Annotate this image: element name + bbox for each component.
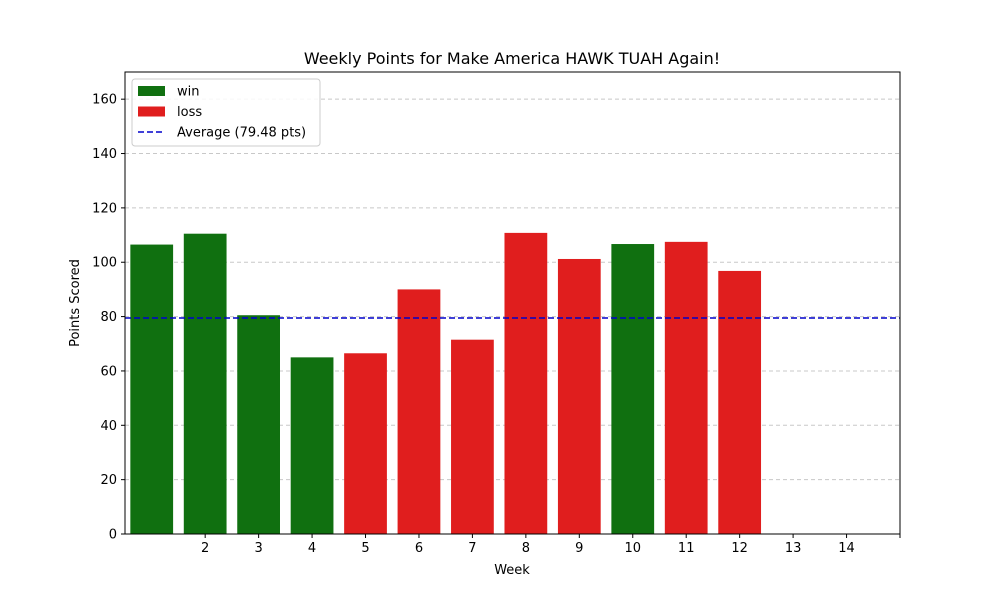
legend-swatch-win [138, 86, 165, 96]
legend-label-average: Average (79.48 pts) [177, 126, 306, 141]
y-tick-label: 0 [109, 528, 117, 543]
x-tick-label: 2 [201, 541, 209, 556]
x-tick-label: 6 [415, 541, 423, 556]
bars [130, 232, 762, 535]
legend-swatch-loss [138, 106, 165, 117]
bar-week-4-win [290, 357, 334, 534]
bar-week-5-loss [344, 353, 387, 534]
x-tick-label: 11 [678, 541, 695, 556]
x-axis-label: Week [494, 563, 530, 578]
legend-box [131, 78, 321, 147]
x-tick-label: 9 [575, 541, 583, 556]
y-tick-label: 20 [100, 473, 117, 488]
bar-week-9-loss [557, 258, 601, 534]
x-tick-label: 10 [624, 541, 641, 556]
legend: win loss Average (79.48 pts) [131, 78, 321, 147]
x-tick-label: 7 [468, 541, 476, 556]
bar-week-6-loss [397, 289, 441, 534]
y-tick-label: 160 [92, 93, 117, 108]
bar-week-2-win [183, 233, 227, 534]
x-tick-label: 3 [254, 541, 262, 556]
bar-week-12-loss [718, 270, 762, 534]
x-tick-label: 14 [838, 541, 855, 556]
bar-week-1-win [130, 244, 174, 534]
y-axis-label: Points Scored [68, 259, 83, 347]
bar-week-7-loss [451, 339, 494, 534]
x-tick-label: 8 [522, 541, 530, 556]
y-tick-label: 100 [92, 256, 117, 271]
y-tick-label: 80 [100, 310, 117, 325]
plot-frame [124, 71, 901, 535]
bar-week-8-loss [504, 232, 548, 534]
y-tick-label: 140 [92, 147, 117, 162]
bar-week-3-win [237, 315, 280, 534]
legend-label-win: win [177, 85, 199, 100]
x-axis: 2 3 4 5 6 7 8 9 10 11 12 13 14 [201, 534, 901, 556]
x-tick-label: 13 [785, 541, 802, 556]
y-tick-label: 120 [92, 201, 117, 216]
y-tick-label: 60 [100, 364, 117, 379]
bar-week-10-win [611, 244, 655, 535]
bar-week-11-loss [664, 241, 708, 534]
x-tick-label: 4 [308, 541, 316, 556]
legend-label-loss: loss [177, 105, 202, 120]
y-tick-label: 40 [100, 419, 117, 434]
x-tick-label: 12 [731, 541, 748, 556]
y-axis: 0 20 40 60 80 100 120 140 160 [92, 93, 125, 543]
x-tick-label: 5 [361, 541, 369, 556]
chart-title: Weekly Points for Make America HAWK TUAH… [304, 49, 720, 68]
